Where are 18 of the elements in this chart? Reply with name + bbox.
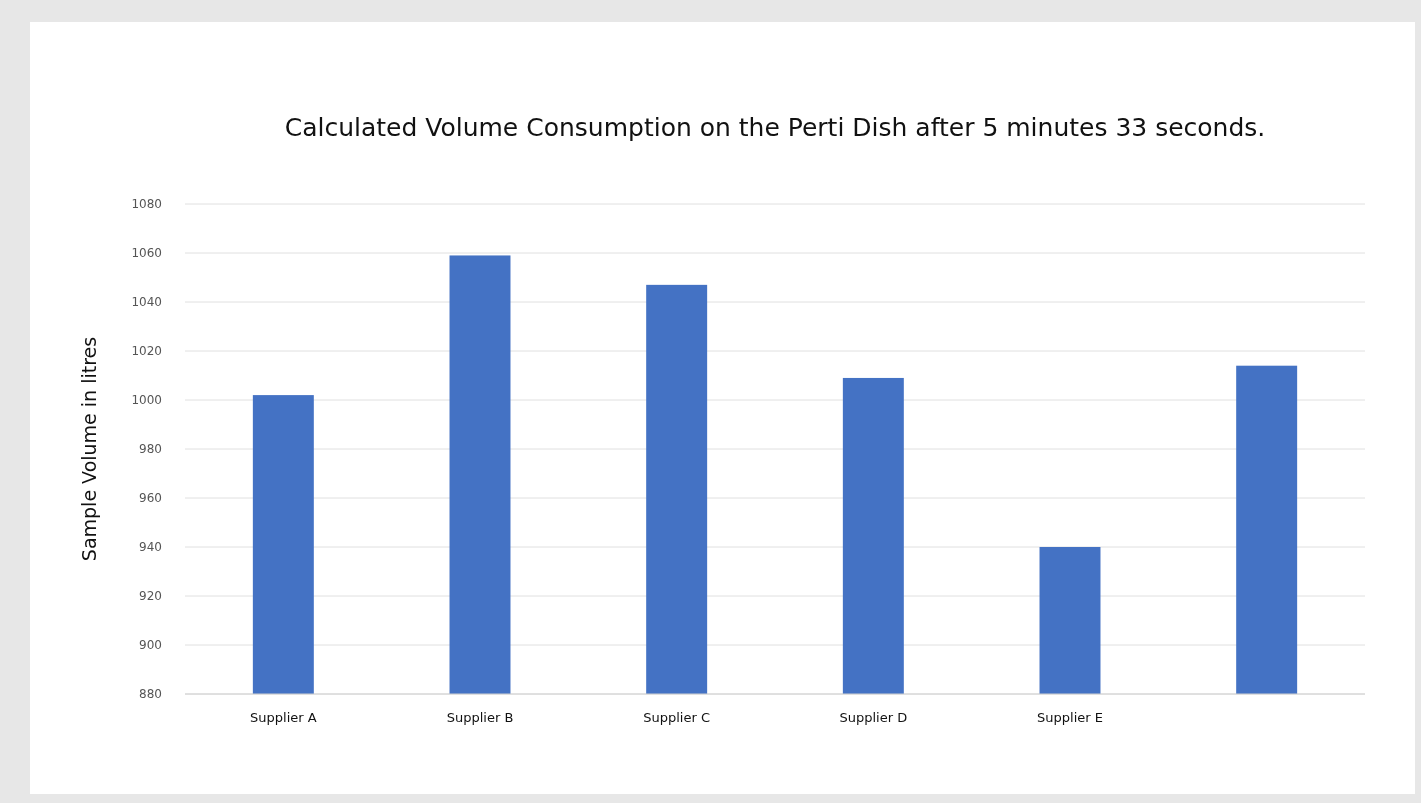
y-tick-label: 1060 <box>131 246 162 261</box>
y-tick-label: 940 <box>139 540 162 555</box>
y-tick-label: 1020 <box>131 344 162 359</box>
y-tick-label: 960 <box>139 491 162 506</box>
y-axis-title: Sample Volume in litres <box>78 336 100 562</box>
chart-title: Calculated Volume Consumption on the Perti Dish after 5 minutes 33 seconds. <box>284 113 1266 142</box>
y-tick-label: 920 <box>139 589 162 604</box>
x-tick-label: Supplier C <box>643 710 711 725</box>
x-tick-label: Supplier B <box>446 710 514 725</box>
y-tick-label: 880 <box>139 687 162 702</box>
y-tick-label: 1040 <box>131 295 162 310</box>
y-tick-label: 1000 <box>131 393 162 408</box>
x-tick-label: Supplier E <box>1037 710 1103 725</box>
x-tick-label: Supplier A <box>250 710 317 725</box>
y-tick-label: 1080 <box>131 197 162 212</box>
x-tick-label: Supplier D <box>839 710 908 725</box>
y-tick-label: 980 <box>139 442 162 457</box>
y-tick-label: 900 <box>139 638 162 653</box>
